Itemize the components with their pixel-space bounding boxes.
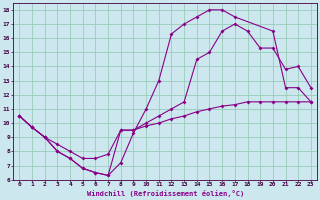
- X-axis label: Windchill (Refroidissement éolien,°C): Windchill (Refroidissement éolien,°C): [86, 190, 244, 197]
